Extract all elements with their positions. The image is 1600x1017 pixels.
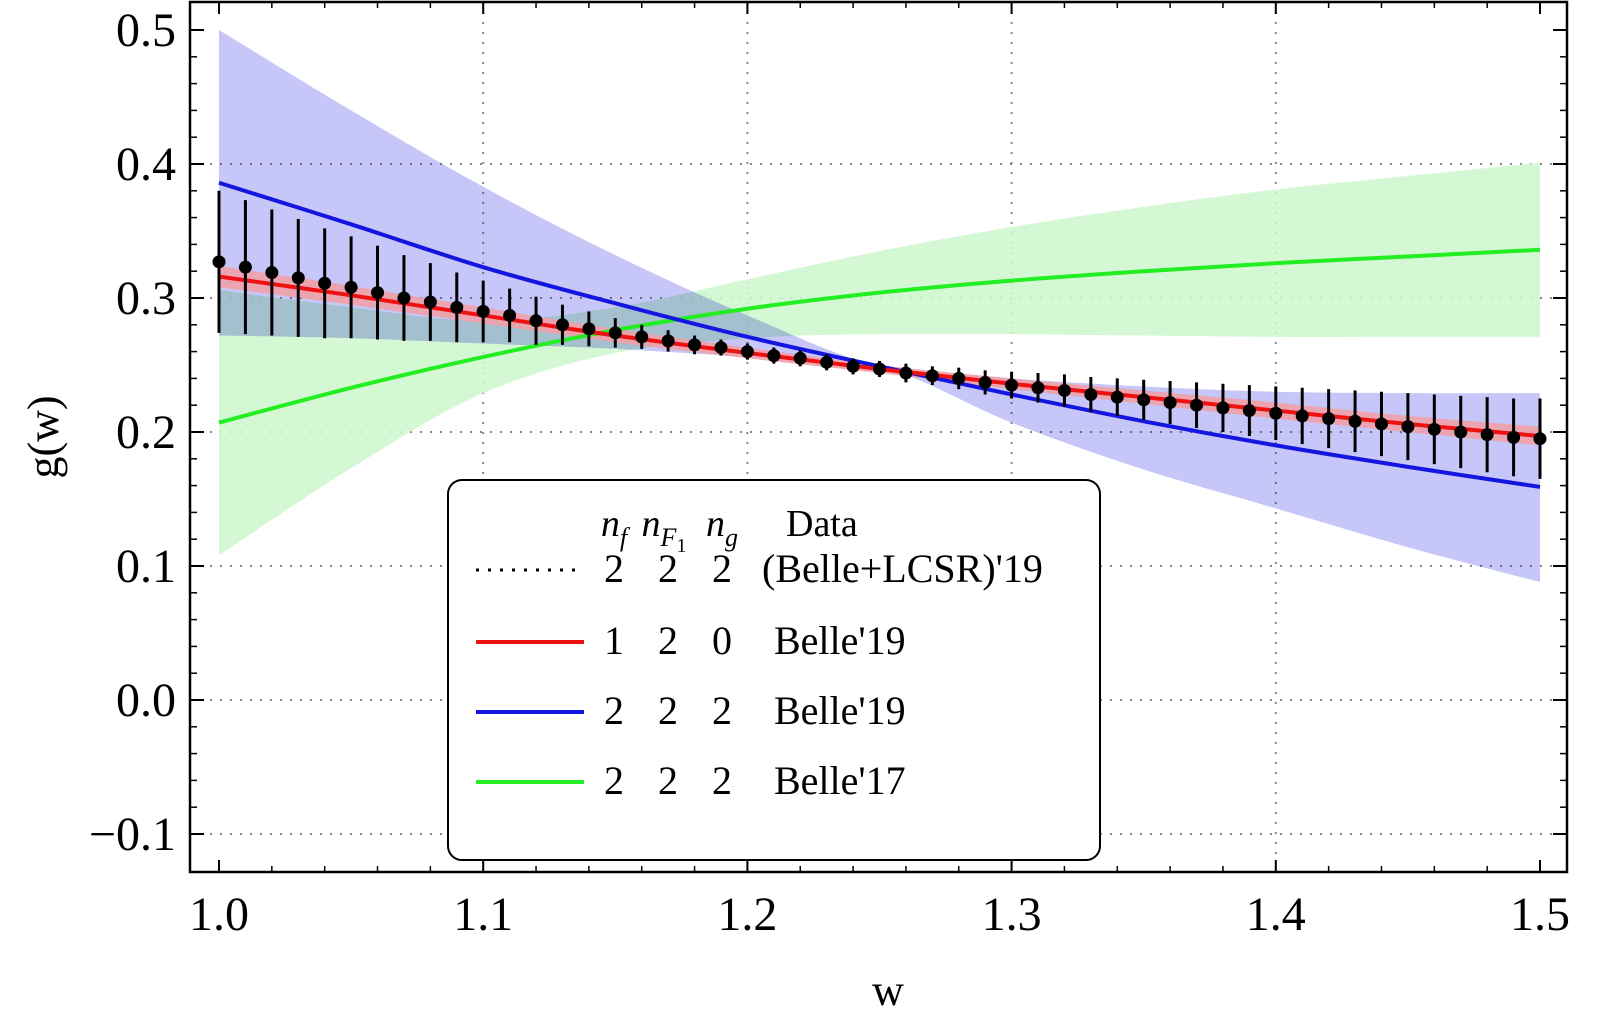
data-point (1507, 430, 1521, 444)
data-point (582, 322, 596, 336)
data-point (608, 326, 622, 340)
data-point (1242, 404, 1256, 418)
data-point (318, 276, 332, 290)
legend-nF1: 2 (658, 688, 678, 733)
data-point (344, 280, 358, 294)
data-point (1084, 387, 1098, 401)
data-point (661, 334, 675, 348)
plot-frame (188, 0, 1569, 874)
band-belle17 (219, 162, 1540, 556)
data-point (1427, 422, 1441, 436)
x-axis-title: w (872, 966, 904, 1015)
legend: nf nF1 ng Data 2 2 2 (Belle+LCSR)'191 2 0 Bell… (447, 479, 1101, 861)
data-point (688, 338, 702, 352)
y-tick-label: −0.1 (89, 808, 176, 861)
data-point (1454, 425, 1468, 439)
data-point (291, 271, 305, 285)
data-point (740, 345, 754, 359)
data-point (635, 330, 649, 344)
data-point (846, 359, 860, 373)
data-point (1533, 432, 1547, 446)
legend-rows: 2 2 2 (Belle+LCSR)'191 2 0 Belle'192 2 2 Belle'19… (476, 546, 1043, 803)
band-belle19-120 (219, 265, 1540, 446)
legend-nF1: 2 (658, 546, 678, 591)
data-point (1031, 381, 1045, 395)
data-point (423, 295, 437, 309)
data-point (1480, 428, 1494, 442)
data-point (899, 366, 913, 380)
y-tick-label: 0.2 (116, 406, 176, 459)
legend-nf: 2 (604, 758, 624, 803)
data-point (450, 300, 464, 314)
data-point (1216, 401, 1230, 415)
data-point (529, 314, 543, 328)
line-belle17 (218, 247, 1541, 425)
y-tick-label: 0.0 (116, 674, 176, 727)
legend-nF1: 2 (658, 618, 678, 663)
data-point (371, 286, 385, 300)
legend-nf: 1 (604, 618, 624, 663)
legend-header-nf: nf (601, 503, 631, 552)
data-point (238, 260, 252, 274)
y-tick-label: 0.4 (116, 138, 176, 191)
data-point (767, 349, 781, 363)
x-tick-label: 1.1 (453, 888, 513, 941)
data-point (1057, 383, 1071, 397)
data-point (1348, 414, 1362, 428)
data-point (476, 304, 490, 318)
legend-nF1: 2 (658, 758, 678, 803)
legend-ng: 2 (712, 546, 732, 591)
axis-ticks: 1.0 1.1 1.2 1.3 1.4 1.5 −0.1 0.0 0.1 0.2 0.3 0.4 0.5 (89, 2, 1570, 941)
legend-ng: 0 (712, 618, 732, 663)
legend-ng: 2 (712, 688, 732, 733)
y-tick-label: 0.1 (116, 540, 176, 593)
data-point (978, 375, 992, 389)
data-point (1269, 406, 1283, 420)
data-point (1374, 417, 1388, 431)
data-point (793, 351, 807, 365)
legend-header-nF1: nF1 (642, 503, 687, 557)
data-point (555, 318, 569, 332)
data-points (212, 190, 1547, 479)
data-point (397, 291, 411, 305)
data-point (1295, 409, 1309, 423)
data-point (212, 255, 226, 269)
legend-nf: 2 (604, 688, 624, 733)
x-tick-label: 1.3 (982, 888, 1042, 941)
x-tick-label: 1.2 (717, 888, 777, 941)
legend-data-label: (Belle+LCSR)'19 (762, 546, 1043, 591)
data-point (1322, 412, 1336, 426)
data-point (925, 369, 939, 383)
y-tick-label: 0.5 (116, 4, 176, 57)
legend-header-ng: ng (706, 503, 738, 552)
y-tick-label: 0.3 (116, 272, 176, 325)
data-point (952, 371, 966, 385)
data-point (503, 308, 517, 322)
legend-header-data: Data (786, 503, 858, 545)
legend-nf: 2 (604, 546, 624, 591)
data-point (1110, 390, 1124, 404)
x-tick-label: 1.5 (1510, 888, 1570, 941)
bands (219, 30, 1540, 583)
x-tick-label: 1.0 (189, 888, 249, 941)
data-point (714, 341, 728, 355)
legend-data-label: Belle'17 (774, 758, 906, 803)
data-point (1137, 393, 1151, 407)
y-axis-title: g(w) (19, 395, 68, 478)
data-point (820, 355, 834, 369)
band-belle19-222 (219, 30, 1540, 583)
data-point (265, 266, 279, 280)
data-point (1163, 396, 1177, 410)
legend-box (447, 479, 1101, 861)
data-point (873, 362, 886, 376)
legend-data-label: Belle'19 (774, 618, 906, 663)
data-point (1401, 420, 1415, 434)
legend-data-label: Belle'19 (774, 688, 906, 733)
data-point (1190, 398, 1204, 412)
data-point (1005, 378, 1019, 392)
legend-ng: 2 (712, 758, 732, 803)
x-tick-label: 1.4 (1246, 888, 1306, 941)
